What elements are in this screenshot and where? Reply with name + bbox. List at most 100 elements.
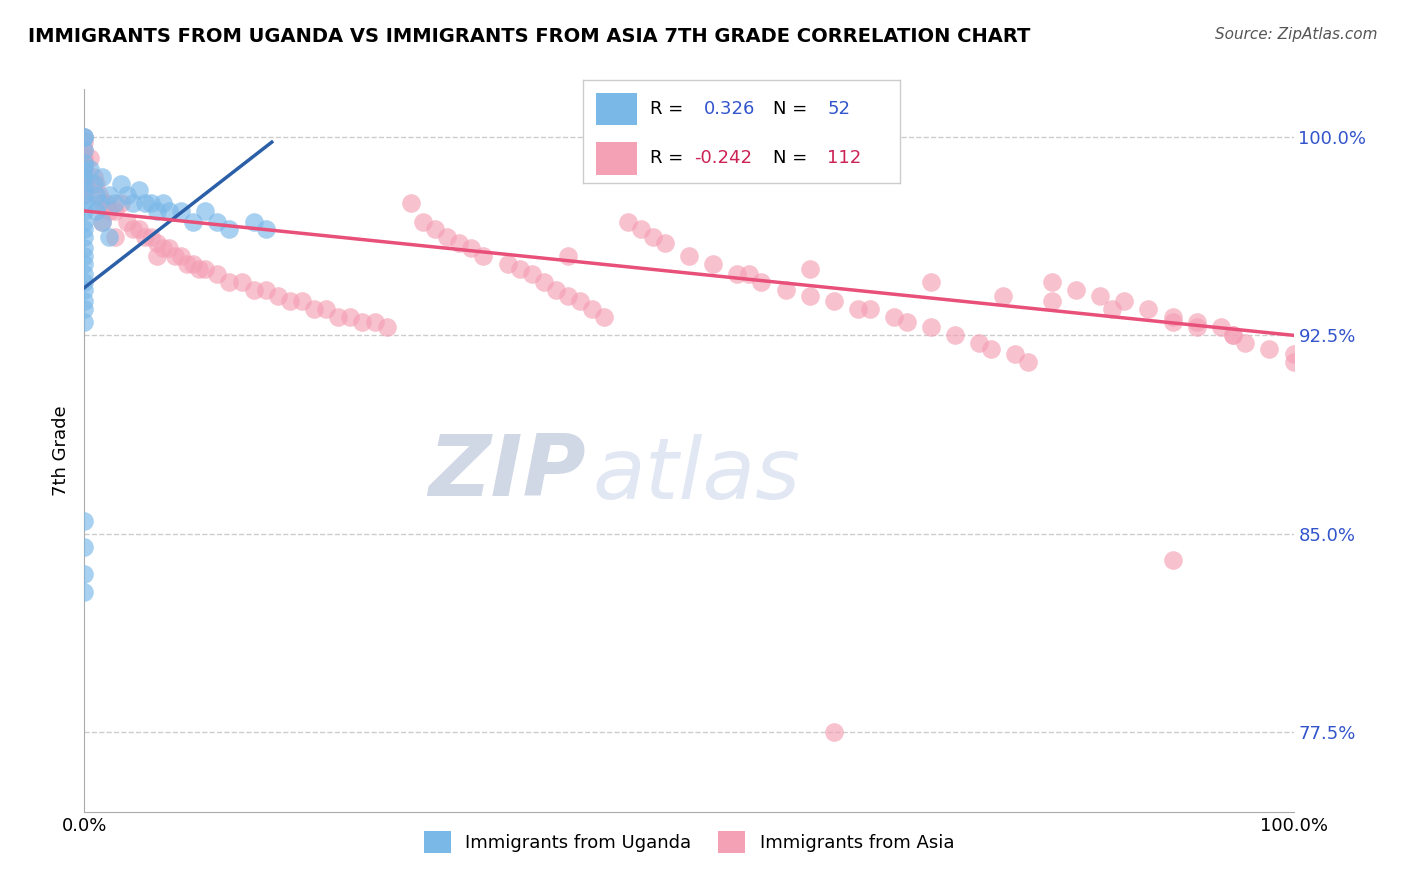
Point <box>73 268 96 282</box>
Point <box>115 188 138 202</box>
Point <box>152 196 174 211</box>
Text: R =: R = <box>650 100 683 118</box>
Point <box>139 230 162 244</box>
Point <box>97 230 120 244</box>
Point <box>91 196 114 211</box>
Point <box>73 293 96 308</box>
Point <box>73 161 96 176</box>
Bar <box>596 93 637 126</box>
Point <box>641 230 664 244</box>
Point <box>83 169 105 184</box>
Bar <box>596 142 637 175</box>
Point <box>1161 553 1184 567</box>
Point <box>654 235 676 250</box>
Point <box>73 196 96 211</box>
Point <box>460 241 482 255</box>
Point <box>73 514 96 528</box>
Point <box>267 288 290 302</box>
Text: 112: 112 <box>827 149 862 167</box>
Point <box>1282 355 1305 369</box>
Point <box>278 293 301 308</box>
Point <box>1185 320 1208 334</box>
Point <box>1258 342 1281 356</box>
Point <box>544 283 567 297</box>
Point <box>967 336 990 351</box>
Point <box>73 169 96 184</box>
Point <box>363 315 385 329</box>
Point <box>87 196 110 211</box>
Point <box>1222 328 1244 343</box>
Point <box>630 222 652 236</box>
Point <box>859 301 882 316</box>
Point <box>73 249 96 263</box>
Point <box>520 268 543 282</box>
Point <box>181 214 204 228</box>
Point <box>170 249 193 263</box>
Point <box>254 283 277 297</box>
Point <box>110 196 132 211</box>
Point <box>91 169 114 184</box>
Point <box>399 196 422 211</box>
Point <box>1222 328 1244 343</box>
Y-axis label: 7th Grade: 7th Grade <box>52 405 70 496</box>
Point <box>943 328 966 343</box>
Point <box>823 725 845 739</box>
Point <box>73 188 96 202</box>
Point <box>1101 301 1123 316</box>
Point <box>73 151 96 165</box>
Point <box>146 203 169 218</box>
Point <box>218 276 240 290</box>
Point <box>207 268 229 282</box>
Point <box>97 203 120 218</box>
Point <box>1040 293 1063 308</box>
Point <box>73 230 96 244</box>
Point <box>73 178 96 192</box>
Point <box>533 276 555 290</box>
Point <box>104 196 127 211</box>
Point <box>496 257 519 271</box>
Point <box>73 178 96 192</box>
Text: R =: R = <box>650 149 683 167</box>
Point <box>79 161 101 176</box>
Point <box>104 230 127 244</box>
Point <box>176 257 198 271</box>
Point <box>1088 288 1111 302</box>
Point <box>1234 336 1257 351</box>
Text: -0.242: -0.242 <box>695 149 752 167</box>
Point <box>128 183 150 197</box>
Point <box>121 222 143 236</box>
Point <box>157 203 180 218</box>
Point <box>86 188 108 202</box>
Text: 0.326: 0.326 <box>704 100 755 118</box>
Point <box>449 235 471 250</box>
Point <box>110 178 132 192</box>
Point <box>302 301 325 316</box>
Point <box>823 293 845 308</box>
Point <box>1064 283 1087 297</box>
Point <box>1017 355 1039 369</box>
Point <box>73 214 96 228</box>
Point <box>73 129 96 144</box>
Point <box>1209 320 1232 334</box>
Point <box>83 178 105 192</box>
Point <box>146 249 169 263</box>
Point <box>207 214 229 228</box>
Point <box>73 135 96 149</box>
Point <box>896 315 918 329</box>
Point <box>412 214 434 228</box>
Point <box>134 230 156 244</box>
Point <box>242 214 264 228</box>
Point <box>883 310 905 324</box>
Point <box>1185 315 1208 329</box>
Point <box>980 342 1002 356</box>
Text: N =: N = <box>773 149 807 167</box>
Point <box>993 288 1015 302</box>
Point <box>128 222 150 236</box>
Text: N =: N = <box>773 100 807 118</box>
Point <box>242 283 264 297</box>
Point <box>1161 315 1184 329</box>
Point <box>73 222 96 236</box>
Point <box>231 276 253 290</box>
Point <box>97 188 120 202</box>
Point <box>254 222 277 236</box>
